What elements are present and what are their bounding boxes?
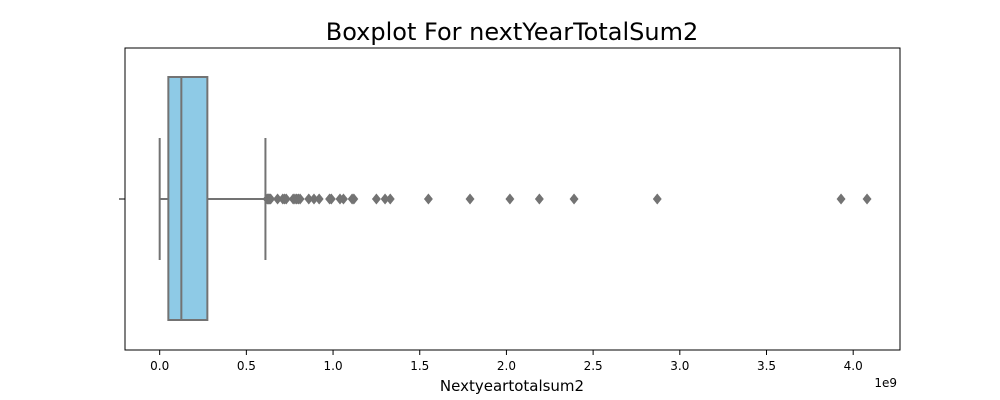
outlier-point: [295, 193, 305, 205]
iqr-box: [167, 76, 209, 321]
x-tick-label: 3.5: [757, 359, 776, 373]
outlier-point: [569, 193, 579, 205]
outlier-point: [385, 193, 395, 205]
outlier-point: [314, 193, 324, 205]
x-axis-offset-label: 1e9: [874, 376, 897, 390]
x-tick-label: 3.0: [670, 359, 689, 373]
x-tick-label: 1.0: [324, 359, 343, 373]
outlier-point: [652, 193, 662, 205]
outlier-point: [505, 193, 515, 205]
x-tick-label: 4.0: [844, 359, 863, 373]
outlier-point: [534, 193, 544, 205]
x-tick-label: 1.5: [410, 359, 429, 373]
outlier-point: [423, 193, 433, 205]
outlier-point: [371, 193, 381, 205]
outlier-point: [338, 193, 348, 205]
outlier-group: [262, 193, 872, 205]
boxplot-group: [158, 76, 267, 321]
x-axis-label: Nextyeartotalsum2: [440, 377, 584, 395]
x-axis: 0.0 0.5 1.0 1.5 2.0 2.5 3.0 3.5 4.0: [150, 350, 863, 373]
outlier-point: [266, 193, 276, 205]
outlier-point: [349, 193, 359, 205]
outlier-point: [836, 193, 846, 205]
x-tick-label: 2.0: [497, 359, 516, 373]
x-tick-label: 2.5: [584, 359, 603, 373]
x-tick-label: 0.5: [237, 359, 256, 373]
outlier-point: [281, 193, 291, 205]
outlier-point: [862, 193, 872, 205]
outlier-point: [465, 193, 475, 205]
x-tick-label: 0.0: [150, 359, 169, 373]
chart-title: Boxplot For nextYearTotalSum2: [326, 18, 699, 46]
outlier-point: [326, 193, 336, 205]
